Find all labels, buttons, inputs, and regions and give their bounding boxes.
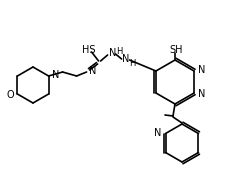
Text: H: H [130, 59, 136, 67]
Text: HS: HS [82, 45, 95, 55]
Text: SH: SH [169, 45, 183, 55]
Text: N: N [122, 54, 129, 64]
Text: N: N [109, 48, 116, 58]
Text: N: N [88, 66, 96, 76]
Text: N: N [198, 65, 205, 75]
Text: O: O [7, 90, 14, 100]
Text: N: N [198, 89, 205, 99]
Text: H: H [117, 47, 123, 55]
Text: N: N [52, 70, 59, 80]
Text: N: N [154, 127, 162, 138]
